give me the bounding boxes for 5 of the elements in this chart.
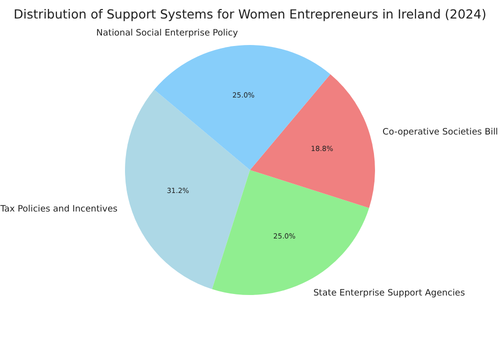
slice-label: National Social Enterprise Policy (96, 28, 238, 39)
chart-title: Distribution of Support Systems for Women Entrepreneurs in Ireland (2024) (14, 6, 486, 22)
slice-label: Co-operative Societies Bill (382, 128, 498, 138)
slice-label: State Enterprise Support Agencies (313, 288, 466, 299)
slice-label: Tax Policies and Incentives (0, 204, 118, 214)
